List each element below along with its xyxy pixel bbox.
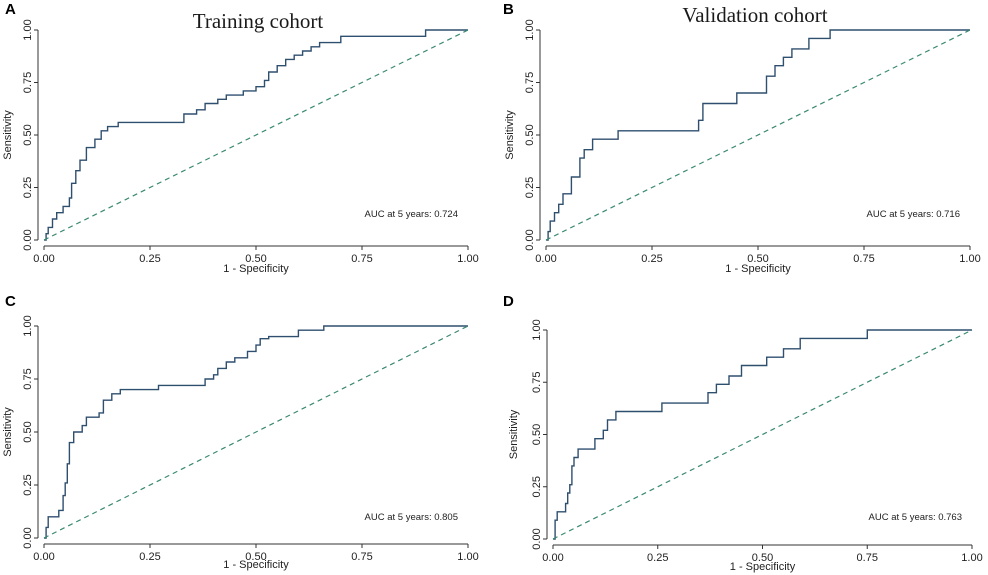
y-tick-label: 1.00 bbox=[524, 19, 536, 40]
auc-annotation: AUC at 5 years: 0.763 bbox=[869, 512, 962, 523]
x-axis-label: 1 - Specificity bbox=[730, 561, 796, 573]
y-tick-label: 1.00 bbox=[531, 319, 543, 340]
y-tick-label: 0.75 bbox=[531, 372, 543, 393]
x-tick-label: 0.25 bbox=[647, 552, 668, 564]
auc-annotation: AUC at 5 years: 0.724 bbox=[365, 209, 458, 220]
y-tick-label: 0.00 bbox=[22, 527, 34, 548]
roc-curve bbox=[546, 29, 970, 241]
x-tick-label: 0.75 bbox=[351, 551, 372, 563]
x-tick-label: 0.50 bbox=[752, 552, 773, 564]
x-tick-label: 0.75 bbox=[857, 552, 878, 564]
training-cohort-title: Training cohort bbox=[193, 9, 324, 33]
x-tick-label: 1.00 bbox=[959, 253, 980, 265]
y-tick-label: 0.25 bbox=[22, 474, 34, 495]
x-tick-label: 0.25 bbox=[139, 551, 160, 563]
x-tick-label: 0.00 bbox=[542, 552, 563, 564]
roc-curve bbox=[44, 29, 468, 241]
panel-letter-c: C bbox=[5, 293, 16, 310]
y-tick-label: 0.50 bbox=[531, 424, 543, 445]
auc-annotation: AUC at 5 years: 0.716 bbox=[867, 209, 960, 220]
x-tick-label: 0.75 bbox=[853, 253, 874, 265]
x-axis-label: 1 - Specificity bbox=[223, 263, 289, 275]
x-tick-label: 1.00 bbox=[457, 253, 478, 265]
x-axis-label: 1 - Specificity bbox=[725, 263, 791, 275]
y-tick-label: 0.50 bbox=[524, 124, 536, 145]
roc-curve bbox=[553, 329, 972, 540]
x-tick-label: 1.00 bbox=[961, 552, 982, 564]
x-tick-label: 0.00 bbox=[33, 551, 54, 563]
x-tick-label: 0.25 bbox=[139, 253, 160, 265]
reference-diagonal-line bbox=[43, 325, 469, 539]
y-tick-label: 0.00 bbox=[531, 528, 543, 549]
y-tick-label: 1.00 bbox=[22, 19, 34, 40]
y-tick-label: 1.00 bbox=[22, 315, 34, 336]
x-tick-label: 0.00 bbox=[33, 253, 54, 265]
y-axis-label: Sensitivity bbox=[2, 407, 14, 457]
y-axis-label: Sensitivity bbox=[504, 110, 516, 160]
panel-a: A 0.00 0.25 0.50 0.75 1.00 0.00 0.25 0.50 0.75 1.0… bbox=[2, 1, 479, 275]
y-axis-label: Sensitivity bbox=[508, 409, 520, 459]
y-tick-label: 0.00 bbox=[524, 229, 536, 250]
validation-cohort-title: Validation cohort bbox=[682, 3, 827, 27]
reference-diagonal-line bbox=[552, 329, 973, 540]
reference-diagonal-line bbox=[545, 29, 971, 241]
y-axis-label: Sensitivity bbox=[2, 110, 14, 160]
x-tick-label: 0.25 bbox=[641, 253, 662, 265]
y-tick-label: 0.25 bbox=[524, 177, 536, 198]
y-tick-label: 0.50 bbox=[22, 421, 34, 442]
panel-letter-b: B bbox=[503, 1, 514, 18]
x-tick-label: 1.00 bbox=[457, 551, 478, 563]
y-tick-label: 0.75 bbox=[524, 72, 536, 93]
panel-d: D 0.00 0.25 0.50 0.75 1.00 0.00 0.25 0.50 0.75 1.0… bbox=[503, 293, 983, 573]
panel-letter-a: A bbox=[5, 1, 16, 18]
x-axis-label: 1 - Specificity bbox=[223, 559, 289, 571]
roc-curve bbox=[44, 325, 468, 539]
y-tick-label: 0.25 bbox=[22, 177, 34, 198]
x-tick-label: 0.50 bbox=[747, 253, 768, 265]
y-tick-label: 0.75 bbox=[22, 72, 34, 93]
y-tick-label: 0.50 bbox=[22, 124, 34, 145]
x-tick-label: 0.75 bbox=[351, 253, 372, 265]
y-tick-label: 0.75 bbox=[22, 368, 34, 389]
y-tick-label: 0.00 bbox=[22, 229, 34, 250]
auc-annotation: AUC at 5 years: 0.805 bbox=[365, 512, 458, 523]
x-tick-label: 0.00 bbox=[535, 253, 556, 265]
panel-letter-d: D bbox=[503, 293, 514, 310]
y-tick-label: 0.25 bbox=[531, 476, 543, 497]
reference-diagonal-line bbox=[43, 29, 469, 241]
panel-c: C 0.00 0.25 0.50 0.75 1.00 0.00 0.25 0.50 0.75 1.0… bbox=[2, 293, 479, 571]
panel-b: B 0.00 0.25 0.50 0.75 1.00 0.00 0.25 0.50 0.75 1.0… bbox=[503, 1, 981, 275]
x-tick-label: 0.50 bbox=[245, 551, 266, 563]
x-tick-label: 0.50 bbox=[245, 253, 266, 265]
